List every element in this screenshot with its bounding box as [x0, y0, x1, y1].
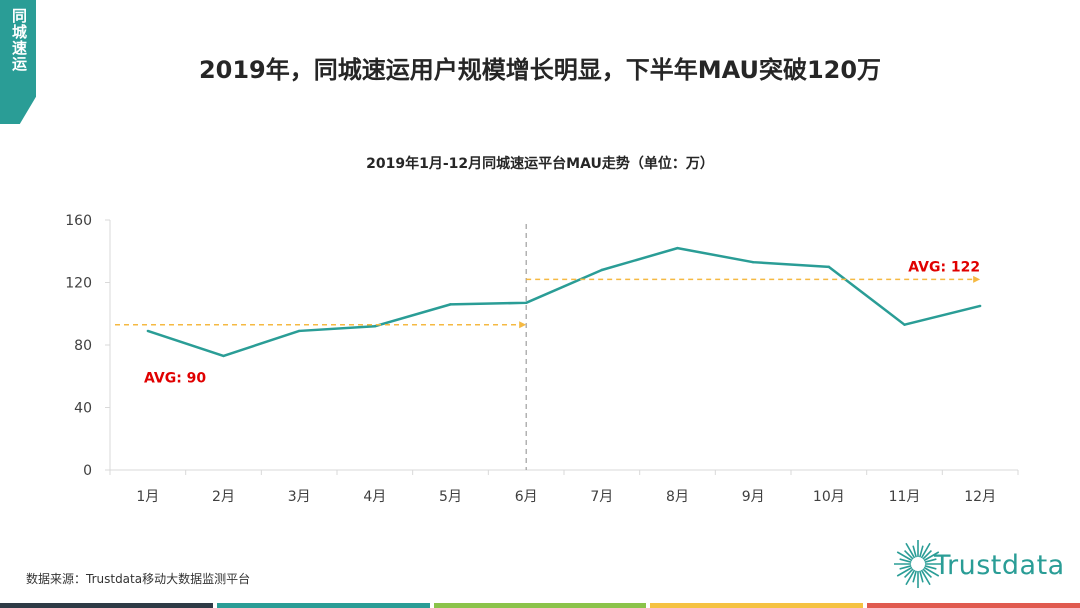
- sunburst-icon: [894, 540, 942, 588]
- data-point: [373, 325, 377, 328]
- sunburst-ray: [924, 565, 937, 570]
- data-point: [222, 354, 225, 358]
- data-point: [978, 304, 982, 308]
- avg-arrow: [519, 321, 527, 329]
- sunburst-ray: [924, 558, 937, 563]
- bottom-bar-segment: [867, 603, 1080, 608]
- sunburst-ray: [903, 549, 914, 560]
- chart-svg: 2019年1月-12月同城速运平台MAU走势（单位：万） 0 40 80 120 160 1…: [65, 155, 1019, 505]
- chart-title: 2019年1月-12月同城速运平台MAU走势（单位：万）: [366, 155, 714, 172]
- data-point: [600, 268, 604, 272]
- sunburst-ray: [903, 568, 914, 579]
- bottom-color-bar: [0, 603, 1080, 608]
- x-tick-label: 9月: [742, 489, 765, 505]
- data-source-note: 数据来源：Trustdata移动大数据监测平台: [26, 572, 251, 586]
- sunburst-ray: [896, 551, 913, 562]
- x-tick-label: 7月: [590, 489, 613, 505]
- sunburst-ray: [919, 545, 924, 558]
- sunburst-ray: [920, 569, 931, 586]
- page-title: 2019年，同城速运用户规模增长明显，下半年MAU突破120万: [198, 56, 882, 84]
- sunburst-ray: [899, 565, 912, 570]
- data-point: [524, 301, 528, 305]
- x-tick-label: 10月: [813, 489, 845, 505]
- data-point: [903, 323, 906, 326]
- avg-arrow: [973, 275, 981, 283]
- y-tick-label: 120: [65, 276, 92, 292]
- sunburst-ray: [905, 569, 916, 586]
- bottom-bar-segment: [216, 603, 430, 608]
- avg-label: AVG: 122: [908, 259, 980, 275]
- sunburst-ray: [912, 545, 917, 558]
- x-tick-label: 6月: [515, 489, 538, 505]
- x-tick-label: 3月: [288, 489, 311, 505]
- sunburst-ray: [923, 566, 940, 577]
- series-line: [147, 246, 981, 358]
- data-point: [827, 265, 831, 269]
- sunburst-ray: [899, 558, 912, 563]
- x-tick-label: 4月: [363, 489, 386, 505]
- x-tick-label: 2月: [212, 489, 235, 505]
- avg-label: AVG: 90: [144, 371, 206, 387]
- trustdata-logo: Trustdata: [892, 536, 1072, 592]
- sunburst-ray: [922, 549, 933, 560]
- y-tick-label: 40: [74, 401, 92, 417]
- y-tick-label: 80: [74, 338, 92, 354]
- mau-line-chart: 2019年1月-12月同城速运平台MAU走势（单位：万） 0 40 80 120 160 1…: [0, 140, 1080, 520]
- data-point: [751, 260, 755, 264]
- sunburst-ray: [919, 570, 924, 583]
- data-point: [146, 329, 150, 333]
- data-point: [449, 303, 452, 306]
- bottom-bar-segment: [0, 603, 213, 608]
- side-tab: [0, 0, 36, 124]
- y-tick-label: 160: [65, 213, 92, 229]
- bottom-bar-segment: [433, 603, 647, 608]
- sunburst-ray: [922, 568, 933, 579]
- x-tick-label: 12月: [964, 489, 996, 505]
- data-point: [676, 246, 679, 250]
- sunburst-ray: [923, 551, 940, 562]
- x-tick-label: 11月: [889, 489, 921, 505]
- x-tick-label: 5月: [439, 489, 462, 505]
- x-tick-label: 1月: [136, 489, 159, 505]
- sunburst-ray: [920, 542, 931, 559]
- sunburst-ray: [905, 542, 916, 559]
- sunburst-ray: [896, 566, 913, 577]
- logo-text: Trustdata: [934, 550, 1065, 581]
- side-tab-label: 同城速运: [10, 8, 28, 72]
- y-tick-label: 0: [83, 463, 92, 479]
- data-point: [297, 329, 301, 333]
- sunburst-ray: [912, 570, 917, 583]
- bottom-bar-segment: [650, 603, 864, 608]
- x-tick-label: 8月: [666, 489, 689, 505]
